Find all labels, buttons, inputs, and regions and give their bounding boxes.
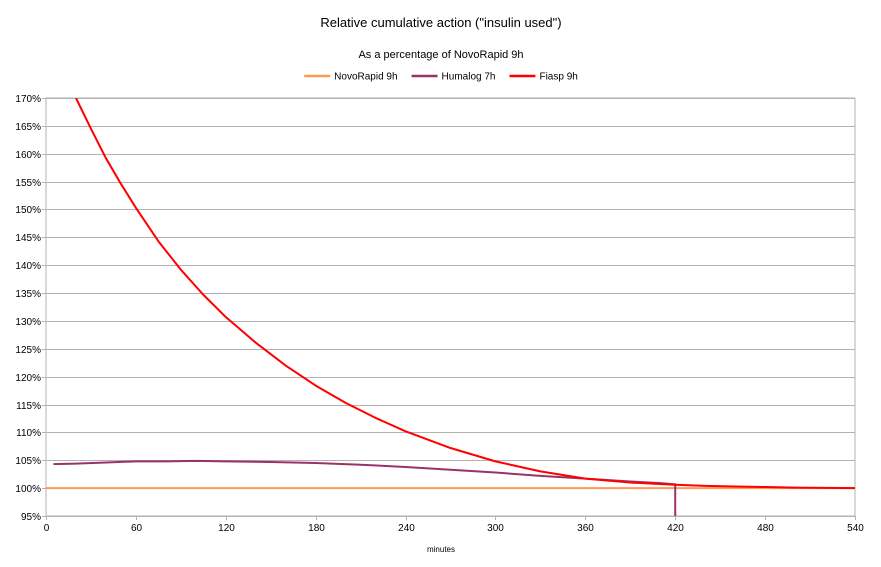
grid <box>45 97 856 517</box>
y-tick-label: 115% <box>16 401 41 412</box>
y-tick-label: 100% <box>15 484 41 495</box>
x-tick-label: 60 <box>131 523 143 534</box>
x-tick-label: 0 <box>44 523 50 534</box>
x-tick-label: 120 <box>218 523 235 534</box>
x-tick-label: 360 <box>577 523 594 534</box>
y-tick-label: 95% <box>21 512 41 523</box>
x-axis-label: minutes <box>427 545 455 554</box>
y-tick-label: 120% <box>15 373 41 384</box>
legend-label-3: Fiasp 9h <box>539 72 577 83</box>
axes <box>42 98 856 520</box>
x-tick-label: 240 <box>398 523 415 534</box>
series-line-3 <box>75 98 855 490</box>
y-tick-label: 135% <box>15 289 41 300</box>
series-layer <box>46 98 855 516</box>
legend-label-2: Humalog 7h <box>442 72 496 83</box>
y-tick-label: 170% <box>15 94 41 105</box>
legend-label-1: NovoRapid 9h <box>334 72 397 83</box>
x-tick-label: 180 <box>308 523 325 534</box>
x-tick-label: 300 <box>487 523 504 534</box>
y-tick-label: 155% <box>15 178 41 189</box>
y-tick-label: 110% <box>16 428 41 439</box>
x-tick-label: 540 <box>847 523 864 534</box>
y-tick-label: 105% <box>15 456 41 467</box>
y-tick-label: 150% <box>15 205 41 216</box>
x-tick-label: 480 <box>757 523 774 534</box>
y-tick-label: 165% <box>15 122 41 133</box>
chart-title: Relative cumulative action ("insulin use… <box>320 15 561 30</box>
y-tick-label: 140% <box>15 261 41 272</box>
y-tick-label: 160% <box>15 150 41 161</box>
legend: NovoRapid 9h Humalog 7h Fiasp 9h <box>304 72 578 83</box>
y-tick-label: 125% <box>15 345 41 356</box>
x-tick-label: 420 <box>667 523 684 534</box>
y-tick-label: 145% <box>15 233 41 244</box>
y-tick-label: 130% <box>15 317 41 328</box>
plot-frame <box>45 97 856 517</box>
chart-subtitle: As a percentage of NovoRapid 9h <box>358 49 523 61</box>
ticks: 95% 100% 105% 110% 115% 120% 125% 130% 135% 140% 1… <box>15 94 864 534</box>
